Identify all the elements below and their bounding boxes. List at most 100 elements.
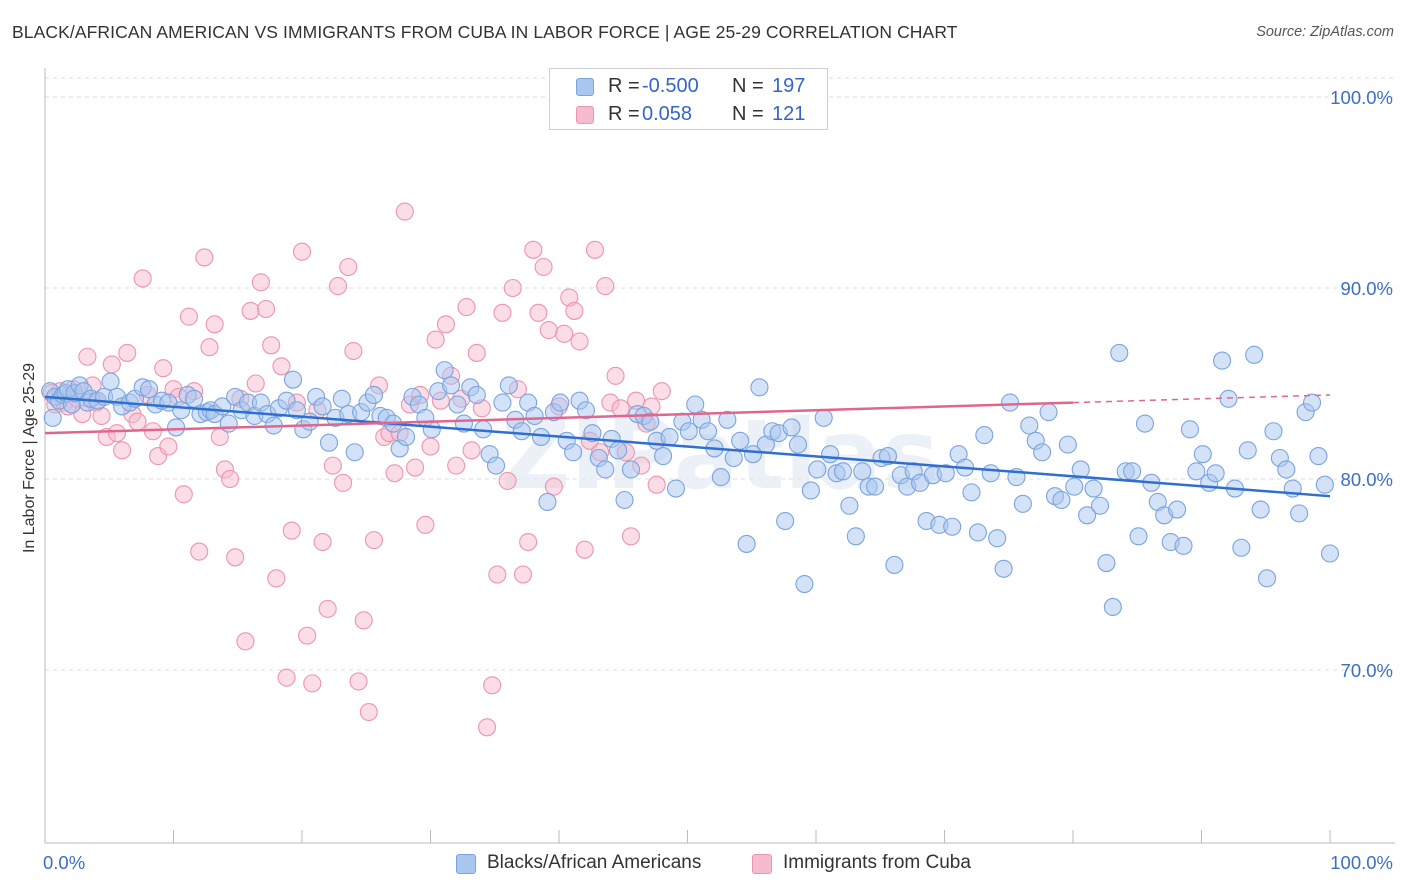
blue-data-point [1193,445,1212,464]
blue-data-point [801,481,820,500]
blue-data-point [287,401,306,420]
blue-data-point [731,431,750,450]
pink-data-point [292,242,312,261]
pink-data-point [256,299,276,319]
blue-data-point [776,511,795,531]
pink-data-point [303,674,322,693]
legend-row-pink: R = 0.058 N = 121 [550,101,827,129]
pink-data-point [267,569,286,588]
pink-data-point [647,475,666,494]
blue-data-point [943,517,962,536]
blue-data-point [699,422,718,441]
blue-data-point [1187,462,1206,481]
blue-data-point [853,462,872,481]
y-tick-labels: 70.0% 80.0% 90.0% 100.0% [1330,87,1393,681]
pink-data-point [133,269,152,288]
pink-data-point [102,355,121,374]
pink-data-point [200,338,219,357]
chart-title: BLACK/AFRICAN AMERICAN VS IMMIGRANTS FRO… [12,22,958,42]
pink-data-point [92,406,111,426]
blue-data-point [512,422,531,441]
pink-data-point [498,471,517,490]
blue-data-point [1168,500,1187,519]
blue-data-point [101,372,120,391]
blue-data-point [1238,441,1257,460]
series-legend: Blacks/African Americans Immigrants from… [0,850,1406,878]
blue-data-point [185,389,204,408]
pink-data-point [457,298,476,317]
r-label: R = [608,103,640,125]
pink-data-point [611,399,630,418]
pink-data-point [349,672,368,691]
blue-data-point [1129,527,1148,546]
pink-trend-extension [1072,394,1331,404]
blue-data-point [167,418,186,437]
pink-data-point [190,542,209,561]
blue-data-point [814,408,833,427]
pink-data-point [477,718,497,737]
pink-data-point [519,532,538,552]
blue-data-point [666,479,685,498]
blue-data-point [936,464,955,483]
blue-data-point [596,460,615,479]
blue-data-point [1135,414,1155,433]
blue-data-point [994,559,1013,578]
blue-data-point [654,447,673,466]
pink-data-point [575,540,594,559]
legend-row-blue: R = -0.500 N = 197 [550,73,827,101]
pink-data-point [513,565,533,584]
blue-data-point [1013,494,1032,513]
blue-data-point [140,380,159,399]
blue-data-point [283,370,303,389]
pink-data-point [272,357,291,376]
blue-data-point [435,361,454,380]
pink-data-point [596,277,615,296]
pink-data-point [128,412,147,431]
blue-data-point [1180,420,1199,439]
pink-data-point [313,532,332,552]
grid-lines [45,77,1395,671]
blue-data-point [641,412,660,431]
blue-data-point [583,424,602,443]
pink-data-point [179,307,198,326]
blue-data-point [1039,403,1058,422]
blue-data-point [609,441,628,460]
pink-data-point [236,632,255,651]
pink-data-point [529,303,548,322]
blue-data-point [1033,443,1052,462]
blue-data-point [737,534,756,553]
pink-swatch [576,106,594,124]
pink-data-point [585,240,605,259]
correlation-legend: R = -0.500 N = 197 R = 0.058 N = 121 [549,68,828,130]
pink-data-point [570,332,589,351]
blue-data-point [750,378,769,397]
blue-data-point [422,420,441,439]
blue-data-point [866,477,885,496]
blue-data-point [660,427,679,447]
pink-data-point [339,257,358,277]
blue-data-point [1058,435,1077,454]
blue-data-point [493,393,512,412]
blue-data-point [525,406,544,426]
blue-data-point [711,468,730,487]
blue-data-point [1290,504,1309,523]
pink-data-point [539,320,558,340]
pink-data-point [262,336,281,355]
pink-data-point [436,315,455,334]
blue-data-point [313,397,332,416]
r-value: -0.500 [642,75,699,97]
blue-data-point [833,462,853,481]
pink-data-point [118,343,137,362]
pink-data-point [426,330,445,349]
pink-data-point [282,521,301,540]
blue-data-point [551,393,570,412]
pink-data-point [344,341,363,361]
pink-data-point [174,485,193,504]
pink-data-point [555,324,574,343]
pink-data-point [354,611,373,630]
blue-data-point [486,456,506,475]
blue-data-point [1251,500,1270,519]
blue-swatch [456,854,476,874]
blue-data-point [1219,389,1238,408]
blue-data-point [1052,490,1071,510]
